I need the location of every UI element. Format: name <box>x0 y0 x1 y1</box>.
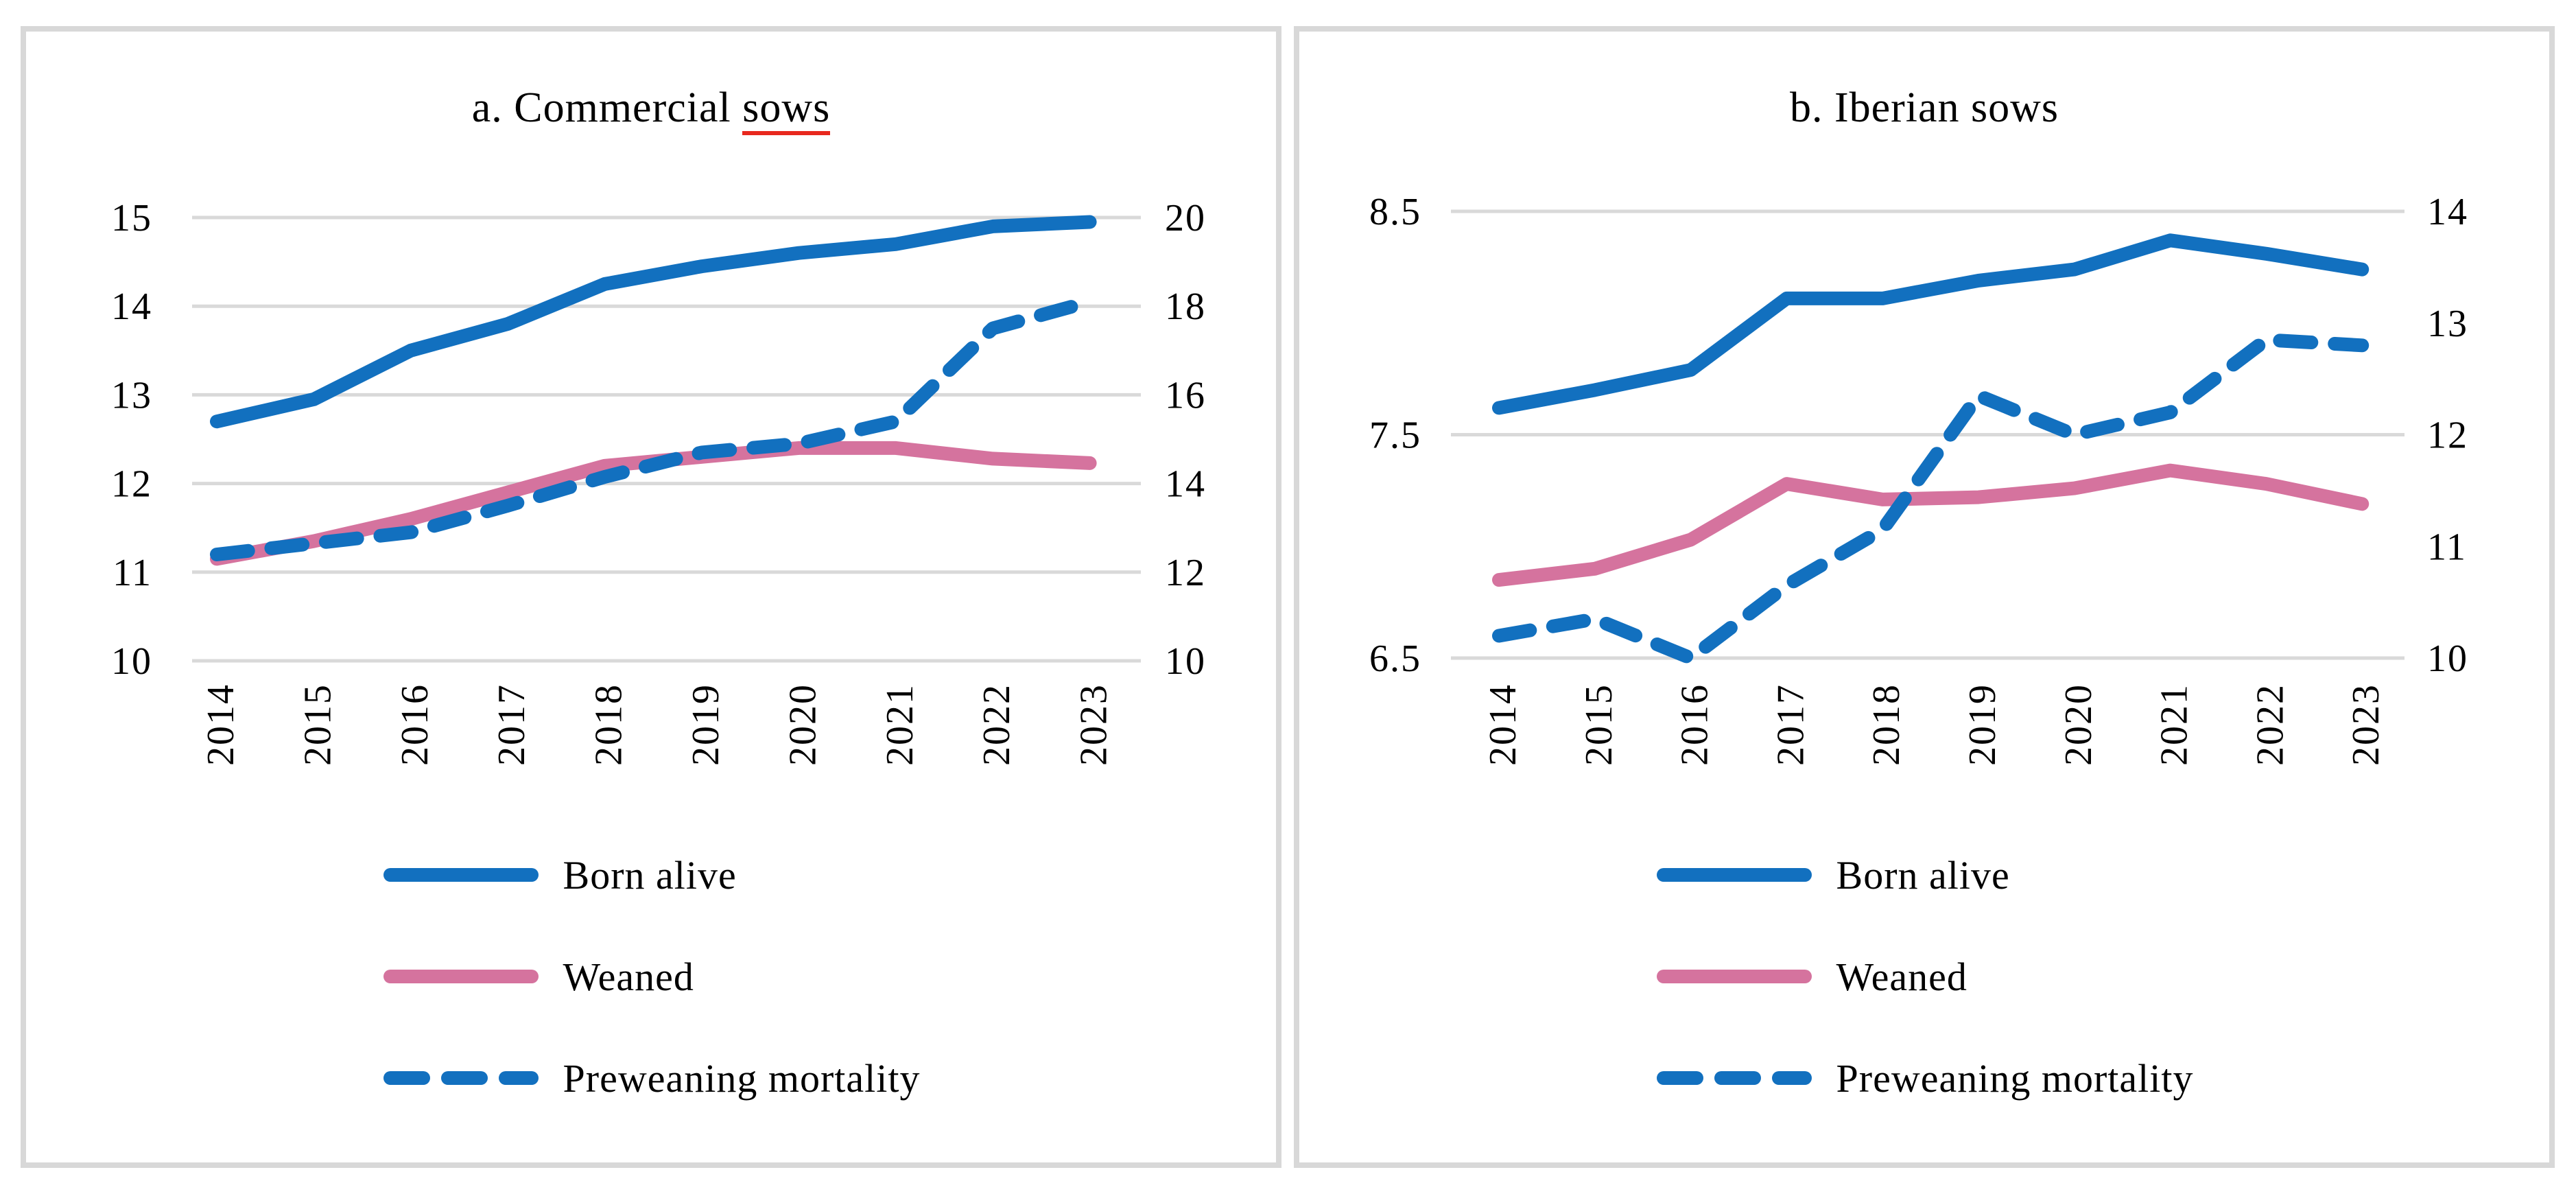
right-axis-tick: 12 <box>1165 552 1206 594</box>
x-axis-tick: 2015 <box>1578 683 1620 766</box>
right-axis-tick: 10 <box>2427 637 2468 680</box>
panel-commercial-sows: 15 14 13 12 11 10 20 18 16 14 12 10 2014 2015 2016 2017… <box>21 26 1281 1168</box>
legend-label: Born alive <box>1836 852 2010 898</box>
series-line-preweaning-mortality <box>1492 333 2370 665</box>
left-axis-tick: 8.5 <box>1369 191 1421 233</box>
legend-item-preweaning-mortality: Preweaning mortality <box>382 1055 921 1101</box>
left-axis-tick: 7.5 <box>1369 414 1421 457</box>
left-axis-tick: 12 <box>111 463 152 506</box>
x-axis-tick: 2022 <box>2249 683 2291 766</box>
x-axis-tick: 2014 <box>1482 683 1524 766</box>
right-axis-tick: 12 <box>2427 414 2468 457</box>
chart-title-text: a. Commercial <box>471 84 743 131</box>
x-axis-tick: 2023 <box>2345 683 2387 766</box>
left-axis-tick: 10 <box>111 640 152 683</box>
solid-pink-line-swatch-icon <box>1656 970 1812 983</box>
x-axis-tick: 2014 <box>200 683 242 766</box>
left-axis-tick: 11 <box>113 552 152 594</box>
solid-blue-line-swatch-icon <box>1656 868 1812 882</box>
chart-title-commercial-sows: a. Commercial sows <box>26 84 1276 135</box>
legend-item-weaned: Weaned <box>382 955 921 999</box>
legend-items: Born alive Weaned Preweaning mortality <box>1655 852 2194 1160</box>
right-axis-tick: 18 <box>1165 285 1206 328</box>
right-axis-tick: 11 <box>2427 526 2467 568</box>
legend-item-weaned: Weaned <box>1655 955 2194 999</box>
legend-label: Preweaning mortality <box>1836 1055 2194 1101</box>
right-axis-tick: 16 <box>1165 374 1206 417</box>
x-axis-tick: 2018 <box>1865 683 1908 766</box>
solid-blue-line-swatch-icon <box>383 868 539 882</box>
legend-label: Weaned <box>563 954 694 999</box>
dashed-blue-line-swatch-icon <box>383 1071 539 1085</box>
chart-title-text: b. Iberian sows <box>1789 84 2059 131</box>
chart-title-iberian-sows: b. Iberian sows <box>1299 84 2549 132</box>
series-line-preweaning-mortality <box>210 294 1097 561</box>
x-axis-tick: 2021 <box>2153 683 2196 766</box>
x-axis-tick: 2021 <box>879 683 921 766</box>
legend-item-preweaning-mortality: Preweaning mortality <box>1655 1055 2194 1101</box>
dashed-blue-line-swatch-icon <box>1656 1071 1812 1085</box>
right-axis-tick: 14 <box>2427 191 2468 233</box>
x-axis-tick: 2020 <box>2057 683 2100 766</box>
x-axis-tick: 2019 <box>1961 683 2004 766</box>
legend-iberian-sows: Born alive Weaned Preweaning mortality <box>1299 852 2549 1160</box>
series-line-weaned <box>1492 463 2370 587</box>
x-axis-tick: 2016 <box>1674 683 1716 766</box>
legend-commercial-sows: Born alive Weaned Preweaning mortality <box>26 852 1276 1160</box>
x-axis-tick: 2018 <box>588 683 630 766</box>
series-line-born-alive <box>1492 233 2370 415</box>
x-axis-tick: 2016 <box>394 683 436 766</box>
legend-label: Born alive <box>563 852 737 898</box>
left-axis-tick: 14 <box>111 285 152 328</box>
right-axis-tick: 20 <box>1165 197 1206 239</box>
left-axis-tick: 15 <box>111 197 152 239</box>
solid-pink-line-swatch-icon <box>383 970 539 983</box>
left-axis-tick: 13 <box>111 374 152 417</box>
legend-items: Born alive Weaned Preweaning mortality <box>382 852 921 1160</box>
right-axis-tick: 13 <box>2427 303 2468 345</box>
x-axis-tick: 2019 <box>685 683 727 766</box>
x-axis-tick: 2017 <box>1769 683 1812 766</box>
spellcheck-underlined-word: sows <box>742 84 831 135</box>
x-axis-tick: 2015 <box>296 683 339 766</box>
x-axis-tick: 2023 <box>1073 683 1115 766</box>
x-axis-tick: 2020 <box>781 683 824 766</box>
series-line-born-alive <box>210 215 1097 429</box>
legend-item-born-alive: Born alive <box>1655 852 2194 898</box>
legend-item-born-alive: Born alive <box>382 852 921 898</box>
legend-label: Weaned <box>1836 954 1968 999</box>
x-axis-tick: 2022 <box>976 683 1018 766</box>
legend-label: Preweaning mortality <box>563 1055 921 1101</box>
right-axis-tick: 10 <box>1165 640 1206 683</box>
x-axis-tick: 2017 <box>491 683 533 766</box>
chart-plot-iberian-sows: 8.5 7.5 6.5 14 13 12 11 10 2014 2015 2016 2017 2018 2… <box>1369 191 2468 766</box>
left-axis-tick: 6.5 <box>1369 637 1421 680</box>
panel-iberian-sows: 8.5 7.5 6.5 14 13 12 11 10 2014 2015 2016 2017 2018 2… <box>1294 26 2555 1168</box>
right-axis-tick: 14 <box>1165 463 1206 506</box>
